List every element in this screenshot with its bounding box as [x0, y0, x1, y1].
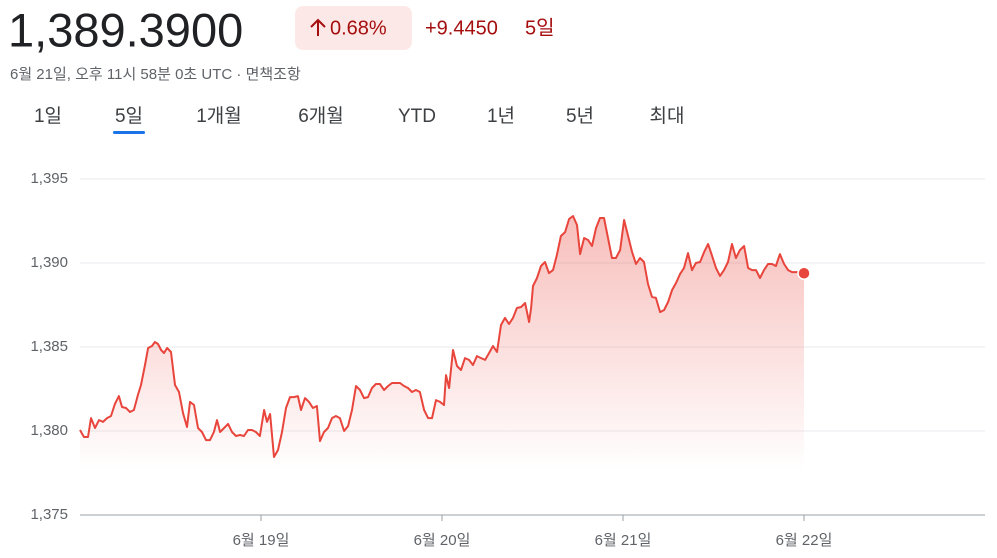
up-arrow: [310, 18, 326, 36]
y-tick-label: 1,390: [30, 254, 68, 271]
range-tab[interactable]: 1일: [34, 105, 62, 127]
range-tabs: 1일 5일 1개월 6개월 YTD 1년 5년 최대: [34, 105, 685, 134]
change-percent: 0.68%: [330, 17, 387, 39]
range-tab[interactable]: YTD: [398, 106, 436, 127]
x-tick-label: 6월 21일: [595, 532, 652, 549]
y-tick-label: 1,395: [30, 170, 68, 187]
timestamp: 6월 21일, 오후 11시 58분 0초 UTC · 면책조항: [10, 66, 301, 83]
price: 1,389.3900: [8, 3, 243, 56]
range-tab[interactable]: 1개월: [196, 105, 242, 127]
x-tick-label: 6월 19일: [233, 532, 290, 549]
period: 5일: [525, 16, 555, 39]
tab-underline: [112, 131, 146, 134]
timestamp-text: 6월 21일, 오후 11시 58분 0초 UTC: [10, 66, 232, 83]
last-point: [797, 266, 811, 280]
x-tick-label: 6월 22일: [776, 532, 833, 549]
range-tab[interactable]: 5년: [566, 105, 594, 127]
range-tab[interactable]: 5일: [115, 105, 143, 127]
area: [80, 216, 804, 515]
disclaimer[interactable]: 면책조항: [246, 66, 301, 83]
range-tab[interactable]: 6개월: [298, 105, 344, 127]
change-badge: [295, 6, 412, 50]
chart: 1,375 1,380 1,385 1,390 1,395 6월 19일 6월 20일 6월 …: [30, 170, 985, 549]
range-tab[interactable]: 1년: [487, 105, 515, 127]
change: +9.4450: [425, 17, 498, 39]
range-tab[interactable]: 최대: [650, 105, 685, 127]
y-tick-label: 1,375: [30, 506, 68, 523]
x-tick-label: 6월 20일: [414, 532, 471, 549]
y-tick-label: 1,385: [30, 338, 68, 355]
y-tick-label: 1,380: [30, 422, 68, 439]
price-line: [79, 215, 805, 458]
